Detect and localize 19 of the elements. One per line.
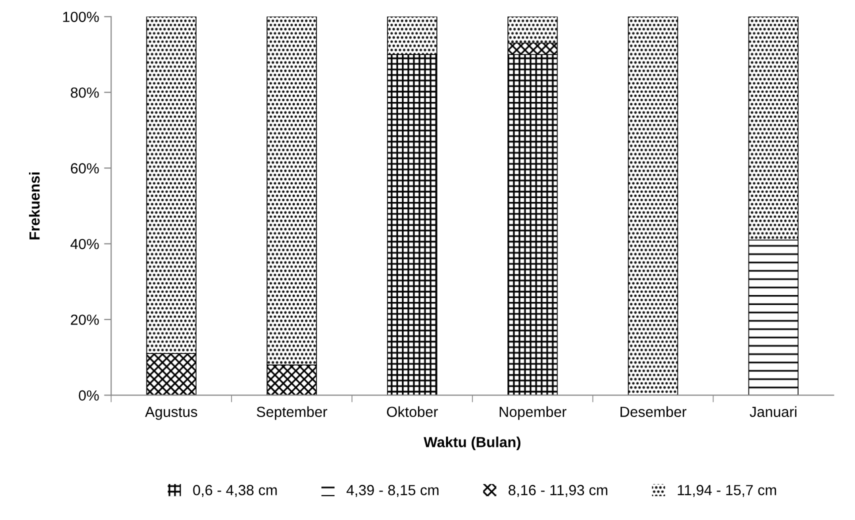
y-tick-label: 100% (63, 12, 99, 22)
x-tick-label: Desember (620, 406, 686, 418)
y-tick-label: 0% (78, 390, 99, 401)
y-axis-title: Frekuensi (29, 172, 40, 240)
y-tick-label: 60% (70, 163, 99, 174)
x-tick-label: Oktober (386, 406, 438, 418)
y-tick-label: 80% (70, 87, 99, 98)
legend-label: 8,16 - 11,93 cm (508, 484, 608, 497)
x-tick-label: September (256, 406, 328, 420)
legend-label: 11,94 - 15,7 cm (678, 484, 776, 497)
x-axis-title: Waktu (Bulan) (424, 436, 520, 450)
y-tick-label: 20% (70, 314, 99, 325)
legend-label: 0,6 - 4,38 cm (193, 484, 277, 497)
legend-label: 4,39 - 8,15 cm (346, 484, 438, 497)
x-tick-label: Nopember (500, 406, 566, 420)
bar (628, 16, 678, 396)
y-tick-label: 40% (70, 238, 99, 250)
x-tick-label: Januari (750, 406, 796, 418)
x-tick-label: Agustus (145, 406, 198, 420)
